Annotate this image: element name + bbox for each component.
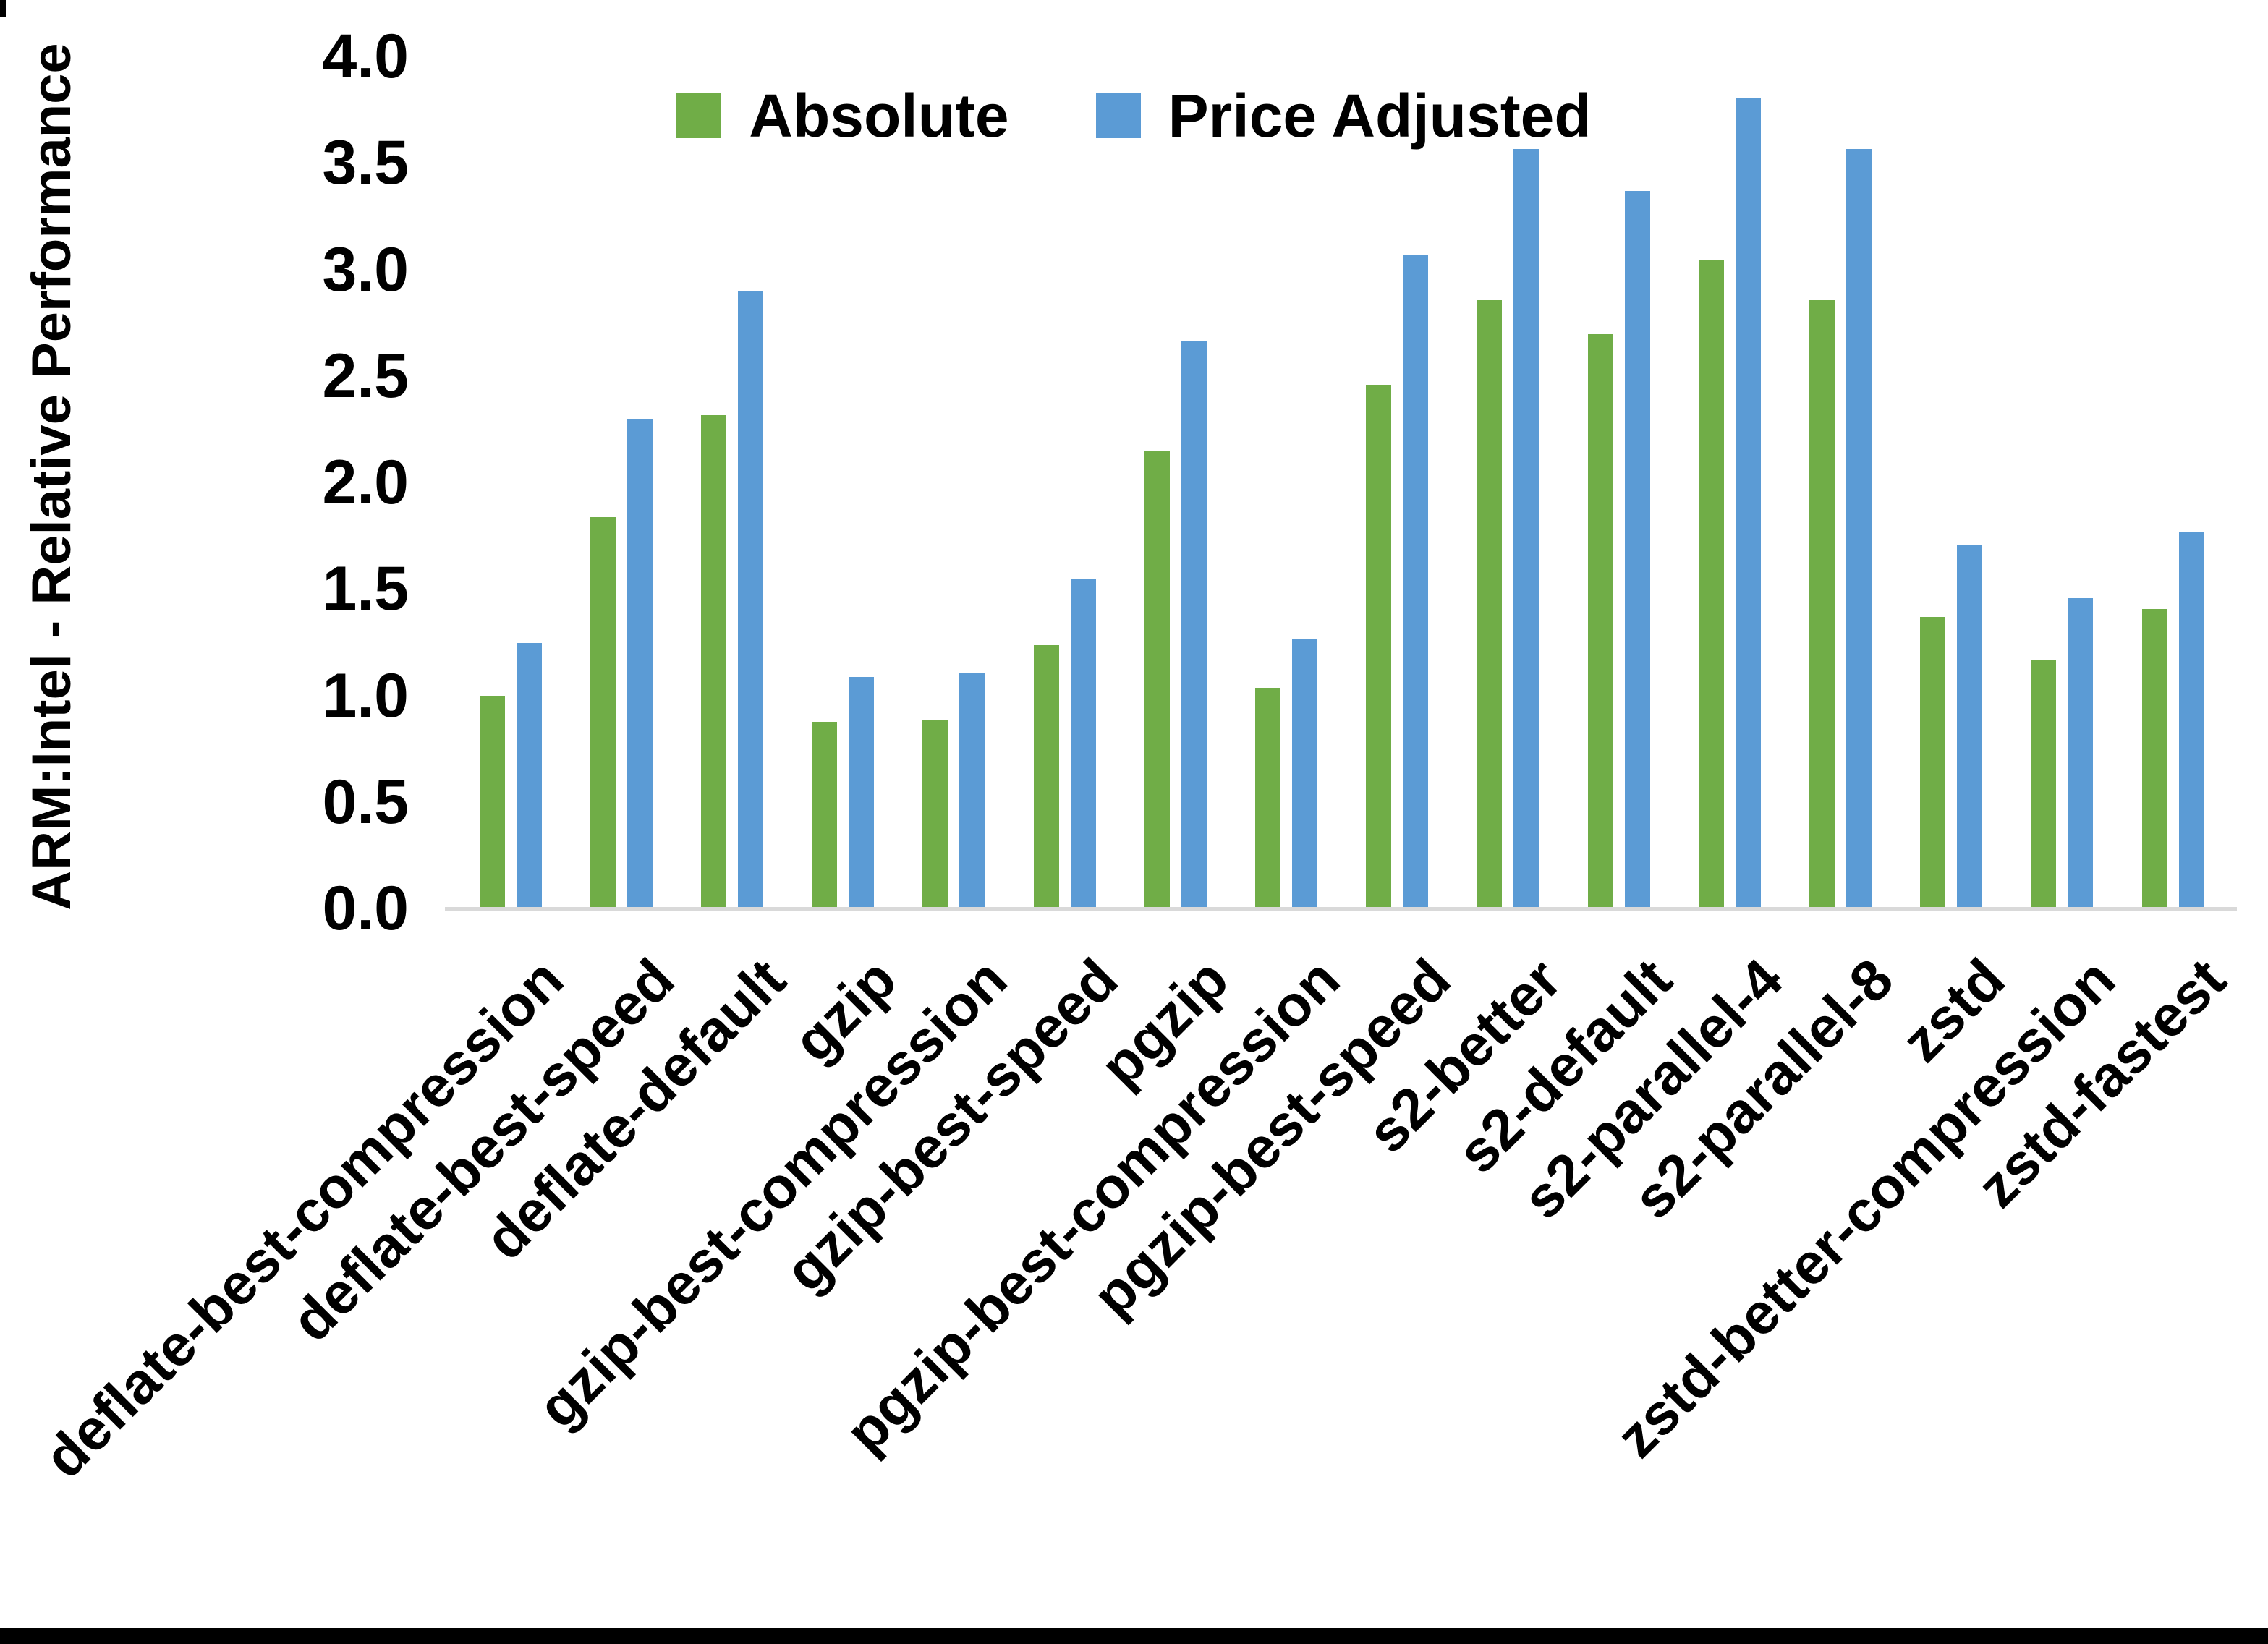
y-axis-tick-label: 2.5 <box>322 341 409 411</box>
bar-absolute-pgzip <box>1144 451 1170 907</box>
bar-absolute-s2-default <box>1588 334 1613 907</box>
y-axis-tick-label: 0.0 <box>322 874 409 943</box>
bar-price-adjusted-zstd-fastest <box>2179 532 2204 907</box>
bar-price-adjusted-deflate-default <box>738 291 763 907</box>
bar-absolute-s2-parallel-8 <box>1809 300 1835 907</box>
legend-item-absolute: Absolute <box>676 82 1009 150</box>
legend-item-price-adjusted: Price Adjusted <box>1095 82 1592 150</box>
y-axis-tick-label: 4.0 <box>322 22 409 91</box>
bar-price-adjusted-deflate-best-speed <box>627 419 653 907</box>
bar-price-adjusted-s2-better <box>1513 149 1539 907</box>
bar-absolute-gzip-best-speed <box>1034 645 1059 907</box>
bottom-border-bar <box>0 1628 2268 1644</box>
y-axis-tick-label: 2.0 <box>322 448 409 517</box>
legend-label-absolute: Absolute <box>749 82 1009 150</box>
y-axis-tick-label: 1.5 <box>322 554 409 624</box>
y-axis-title: ARM:Intel - Relative Performance <box>21 43 82 911</box>
bar-absolute-zstd-fastest <box>2142 609 2167 907</box>
bar-price-adjusted-gzip-best-speed <box>1071 579 1096 907</box>
bar-absolute-pgzip-best-compression <box>1255 688 1280 907</box>
y-axis-tick-label: 0.5 <box>322 767 409 837</box>
bar-price-adjusted-deflate-best-compression <box>517 643 542 907</box>
bar-price-adjusted-pgzip-best-compression <box>1292 639 1317 907</box>
x-axis-line <box>445 907 2237 911</box>
bar-absolute-deflate-best-compression <box>480 696 505 907</box>
bar-price-adjusted-s2-parallel-4 <box>1736 98 1761 907</box>
legend-swatch-absolute <box>676 93 722 138</box>
bar-absolute-deflate-best-speed <box>590 517 616 907</box>
y-axis-tick-label: 3.5 <box>322 128 409 198</box>
corner-artifact <box>0 0 6 17</box>
bar-price-adjusted-zstd-better-compression <box>2068 598 2093 907</box>
bar-absolute-zstd-better-compression <box>2031 660 2056 907</box>
bar-absolute-gzip-best-compression <box>922 720 948 907</box>
bar-price-adjusted-pgzip-best-speed <box>1403 255 1428 907</box>
bar-price-adjusted-gzip-best-compression <box>959 673 985 907</box>
chart-legend: Absolute Price Adjusted <box>0 85 2268 146</box>
legend-swatch-price-adjusted <box>1095 93 1141 138</box>
bar-price-adjusted-gzip <box>849 677 874 907</box>
bar-price-adjusted-pgzip <box>1181 341 1207 907</box>
bar-absolute-s2-better <box>1477 300 1502 907</box>
bar-absolute-s2-parallel-4 <box>1699 260 1724 907</box>
bar-absolute-deflate-default <box>701 415 726 907</box>
legend-label-price-adjusted: Price Adjusted <box>1168 82 1592 150</box>
y-axis-tick-label: 1.0 <box>322 660 409 731</box>
bar-price-adjusted-s2-parallel-8 <box>1846 149 1872 907</box>
bar-price-adjusted-s2-default <box>1625 191 1650 907</box>
bar-absolute-zstd <box>1920 617 1945 907</box>
bar-absolute-pgzip-best-speed <box>1366 385 1391 907</box>
y-axis-tick-label: 3.0 <box>322 234 409 304</box>
bar-price-adjusted-zstd <box>1957 545 1982 907</box>
bar-absolute-gzip <box>812 722 837 907</box>
